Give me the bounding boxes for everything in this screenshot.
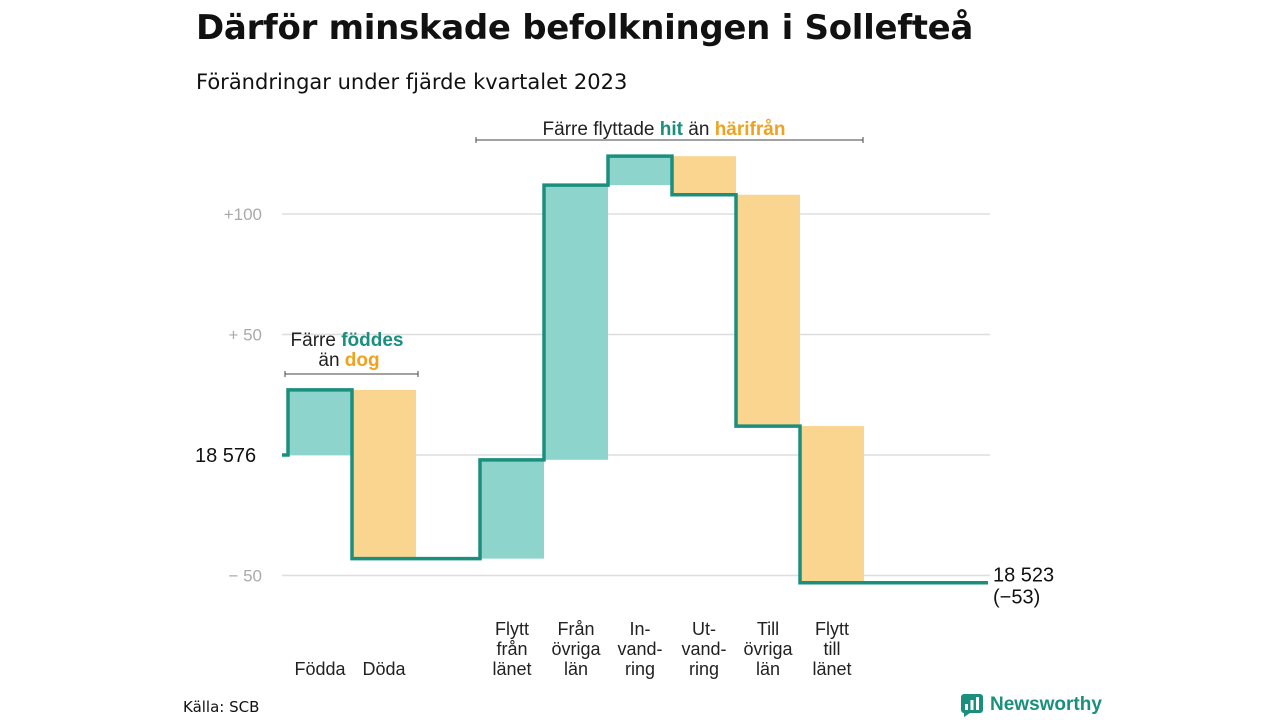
source-note: Källa: SCB — [183, 698, 260, 716]
waterfall-bar — [480, 459, 544, 559]
waterfall-bar — [352, 389, 416, 559]
annotation-connector: än — [318, 350, 344, 371]
annotation-connector: än — [683, 119, 715, 140]
category-label: från — [496, 639, 527, 659]
brand-logo: Newsworthy — [960, 693, 1102, 717]
category-label: Flytt — [495, 619, 529, 639]
category-label: län — [564, 659, 588, 679]
newsworthy-logo-icon — [961, 694, 983, 717]
end-value-label: 18 523 — [993, 565, 1054, 587]
waterfall-bar — [608, 156, 672, 186]
category-label: Döda — [362, 659, 406, 679]
y-tick-label: + 50 — [228, 326, 262, 345]
category-label: Ut- — [692, 619, 716, 639]
category-label: vand- — [617, 639, 662, 659]
waterfall-bar — [672, 156, 736, 195]
category-label: Flytt — [815, 619, 849, 639]
category-label: län — [756, 659, 780, 679]
category-label: till — [824, 639, 841, 659]
brand-name: Newsworthy — [990, 694, 1102, 715]
annotation-highlight-orange: härifrån — [715, 119, 786, 140]
end-change-label: (−53) — [993, 587, 1040, 609]
annotation-highlight-orange: dog — [345, 350, 380, 371]
category-label: In- — [629, 619, 650, 639]
start-value-label: 18 576 — [195, 445, 256, 467]
annotation-highlight-teal: hit — [660, 119, 684, 140]
waterfall-bar — [288, 389, 352, 455]
annotation-prefix: Färre flyttade — [543, 119, 660, 140]
y-tick-label: +100 — [224, 205, 262, 224]
waterfall-bar — [544, 185, 608, 460]
category-label: ring — [625, 659, 655, 679]
chart-title: Därför minskade befolkningen i Sollefteå — [196, 8, 974, 48]
cumulative-step-line — [282, 154, 988, 585]
y-tick-label: − 50 — [228, 567, 262, 586]
category-label: vand- — [681, 639, 726, 659]
annotation-prefix: Färre — [291, 330, 342, 351]
category-label: länet — [492, 659, 531, 679]
category-label: Från — [557, 619, 594, 639]
births-annotation-line1: Färre föddes — [291, 330, 404, 351]
migration-annotation: Färre flyttade hit än härifrån — [543, 119, 786, 140]
category-label: övriga — [551, 639, 601, 659]
waterfall-bar — [800, 426, 864, 583]
category-label: länet — [812, 659, 851, 679]
chart-subtitle: Förändringar under fjärde kvartalet 2023 — [196, 70, 628, 94]
category-label: Till — [757, 619, 779, 639]
category-label: Födda — [294, 659, 346, 679]
category-label: ring — [689, 659, 719, 679]
waterfall-bar — [736, 194, 800, 427]
category-label: övriga — [743, 639, 793, 659]
births-annotation-line2: än dog — [318, 350, 379, 371]
annotation-highlight-teal: föddes — [341, 330, 403, 351]
